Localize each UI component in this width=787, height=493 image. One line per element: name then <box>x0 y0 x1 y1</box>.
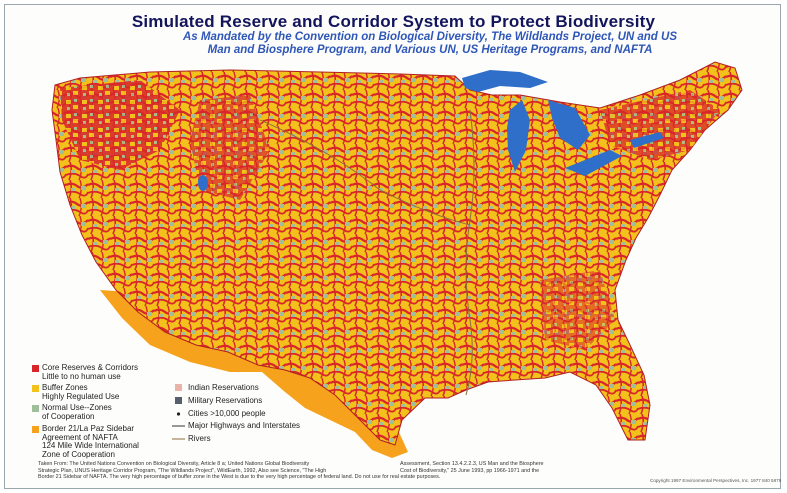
legend-label: Agreement of NAFTA <box>42 432 118 442</box>
legend-cities: Cities >10,000 people <box>188 409 266 418</box>
footnote-line: Strategic Plan, UNUS Heritage Corridor P… <box>38 467 327 474</box>
legend-swatch-border <box>32 426 39 433</box>
legend-label: Border 21/La Paz Sidebar <box>42 424 135 433</box>
river-mississippi <box>465 109 475 396</box>
legend-label: Normal Use--Zones <box>42 403 112 412</box>
legend-military: Military Reservations <box>188 396 263 405</box>
lake-huron <box>548 100 590 150</box>
river-missouri <box>259 119 471 226</box>
legend-label: Little to no human use <box>42 371 121 381</box>
legend-swatch-indian <box>175 384 182 391</box>
footnote-line: Cost of Biodiversity," 25 June 1993, pp … <box>400 467 540 474</box>
copyright: Copyright 1997 Environmental Perspective… <box>650 478 782 483</box>
great-salt-lake <box>198 175 208 191</box>
legend-label: Highly Regulated Use <box>42 391 120 401</box>
map-subtitle: As Mandated by the Convention on Biologi… <box>160 31 700 56</box>
legend-swatch-buffer <box>32 385 39 392</box>
legend-border: Border 21/La Paz Sidebar Agreement of NA… <box>42 424 139 459</box>
legend-swatch-military <box>175 397 182 404</box>
lake-michigan <box>507 100 530 172</box>
footnote-line: Border 21 Sidebar of NAFTA. The very hig… <box>38 474 441 481</box>
lake-superior <box>462 70 548 92</box>
legend-label: Core Reserves & Corridors <box>42 363 139 372</box>
legend-label: Buffer Zones <box>42 383 88 392</box>
dense-region-southeast <box>540 270 615 350</box>
subtitle-line: As Mandated by the Convention on Biologi… <box>182 31 678 43</box>
lake-ontario <box>630 132 664 148</box>
footnote-line: Assessment, Section 13.4.2.2.3, US Man a… <box>400 461 544 467</box>
legend-symbol-city <box>176 412 181 416</box>
legend-swatch-normal <box>32 405 39 412</box>
subtitle-line: Man and Biosphere Program, and Various U… <box>207 43 653 56</box>
lake-erie <box>565 150 622 176</box>
legend-normal: Normal Use--Zones of Cooperation <box>42 403 112 421</box>
dense-region-northwest <box>60 80 180 170</box>
footnote: Taken From: The United Nations Conventio… <box>38 461 578 481</box>
legend-buffer: Buffer Zones Highly Regulated Use <box>42 383 120 401</box>
legend-rivers: Rivers <box>188 434 211 443</box>
footnote-line: Taken From: The United Nations Conventio… <box>38 461 310 467</box>
legend-swatch-core <box>32 365 39 372</box>
legend-label: of Cooperation <box>42 411 95 421</box>
legend-highways: Major Highways and Interstates <box>188 421 301 430</box>
map-title: Simulated Reserve and Corridor System to… <box>131 12 656 31</box>
legend-label: 124 Mile Wide International <box>42 441 139 450</box>
legend-core: Core Reserves & Corridors Little to no h… <box>42 363 139 381</box>
legend-label: Zone of Cooperation <box>42 449 115 459</box>
dense-region-northeast <box>600 90 720 160</box>
dense-region-rockies <box>190 95 270 200</box>
footnote-right: Assessment, Section 13.4.2.2.3, US Man a… <box>400 461 620 474</box>
legend-indian: Indian Reservations <box>188 383 259 392</box>
